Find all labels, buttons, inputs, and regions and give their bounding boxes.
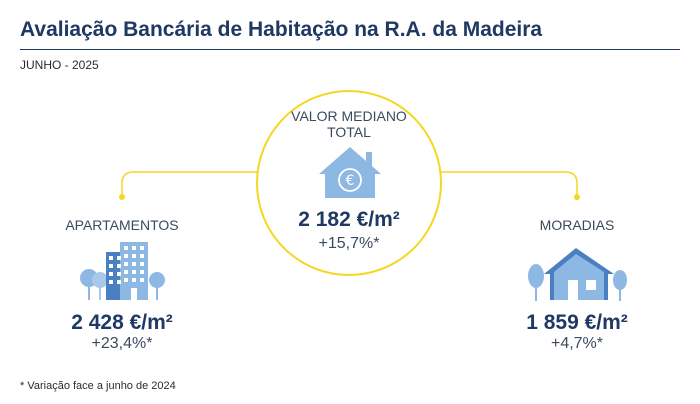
report-date: JUNHO - 2025 xyxy=(20,58,99,72)
svg-text:€: € xyxy=(346,173,355,189)
houses-label: MORADIAS xyxy=(539,217,615,233)
page-title: Avaliação Bancária de Habitação na R.A. … xyxy=(20,18,543,41)
houses-change: +4,7%* xyxy=(550,335,604,352)
total-value: 2 182 €/m² xyxy=(298,208,400,231)
house-trees-icon xyxy=(528,248,627,301)
apartments-change: +23,4%* xyxy=(91,335,153,352)
title-divider xyxy=(20,49,680,50)
apartments-value: 2 428 €/m² xyxy=(71,311,173,334)
total-change: +15,7%* xyxy=(318,235,380,252)
total-circle xyxy=(256,90,442,276)
houses-value: 1 859 €/m² xyxy=(526,311,628,334)
footnote: * Variação face a junho de 2024 xyxy=(20,380,176,392)
total-label: VALOR MEDIANO TOTAL xyxy=(291,108,407,140)
apartments-label: APARTAMENTOS xyxy=(65,217,179,233)
apartment-buildings-icon xyxy=(80,242,165,300)
house-euro-icon: € xyxy=(319,147,381,198)
